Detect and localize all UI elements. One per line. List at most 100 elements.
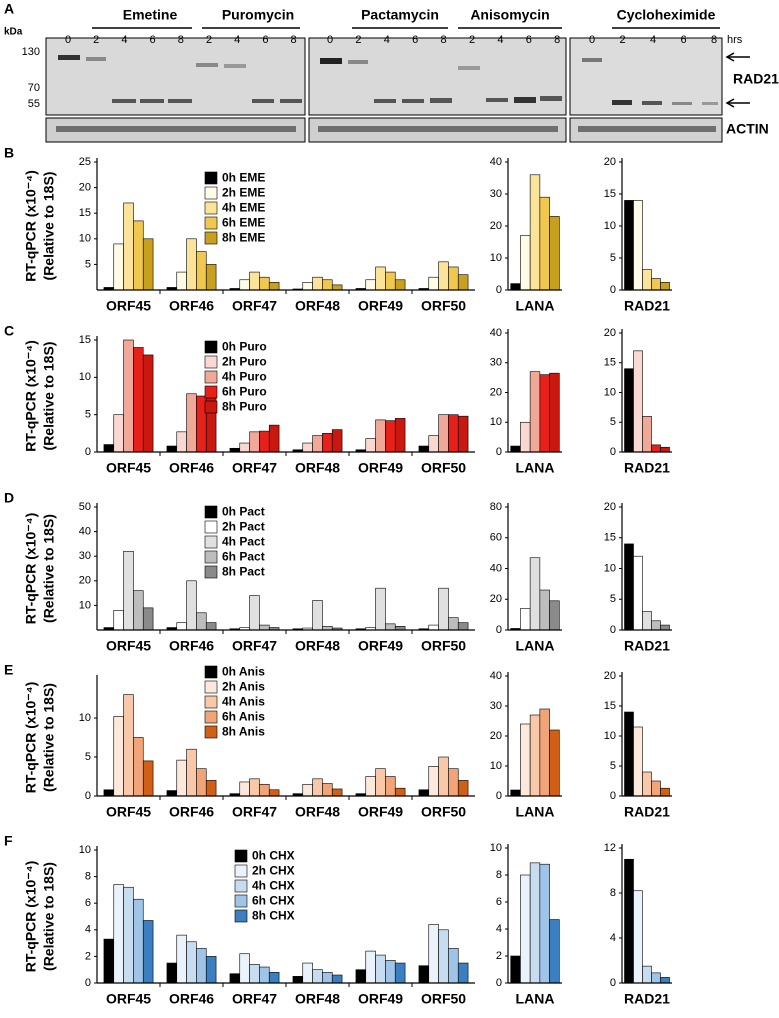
bar bbox=[302, 442, 313, 453]
lane-label: 8 bbox=[178, 34, 184, 46]
bar bbox=[428, 766, 439, 797]
y-tick-label: 50 bbox=[79, 501, 91, 513]
x-tick-label: ORF50 bbox=[421, 804, 466, 820]
bar bbox=[660, 787, 670, 797]
bar bbox=[549, 919, 560, 984]
bar bbox=[529, 714, 541, 797]
bar bbox=[549, 729, 560, 797]
bar bbox=[549, 600, 560, 631]
lane-label: 6 bbox=[526, 34, 532, 46]
legend-swatch bbox=[204, 340, 218, 354]
bar bbox=[268, 282, 280, 291]
x-tick-label: ORF50 bbox=[421, 991, 466, 1007]
y-tick-label: 10 bbox=[79, 844, 91, 856]
y-tick-label: 20 bbox=[490, 386, 502, 398]
y-tick-label: 5 bbox=[85, 751, 91, 763]
bar bbox=[249, 271, 260, 291]
x-tick-label: ORF49 bbox=[358, 298, 403, 314]
bar bbox=[331, 429, 343, 453]
bar bbox=[103, 789, 115, 797]
x-tick-label: ORF47 bbox=[232, 638, 277, 654]
bar bbox=[539, 708, 550, 797]
bar bbox=[448, 768, 459, 797]
lane-label: 6 bbox=[150, 34, 156, 46]
bar bbox=[438, 756, 449, 797]
bar bbox=[205, 780, 217, 797]
legend-label: 4h EME bbox=[222, 201, 265, 215]
legend-swatch bbox=[204, 505, 218, 519]
x-tick-label: ORF48 bbox=[295, 638, 340, 654]
y-tick-label: 20 bbox=[490, 730, 502, 742]
treatment-label: Puromycin bbox=[222, 7, 294, 23]
bar bbox=[322, 279, 333, 291]
bar bbox=[448, 266, 459, 291]
bar bbox=[196, 612, 207, 631]
y-axis-label: RT-qPCR (x10⁻⁴) bbox=[23, 170, 39, 282]
bar bbox=[365, 438, 376, 453]
lane-label: 2 bbox=[93, 34, 99, 46]
y-tick-label: 10 bbox=[79, 712, 91, 724]
y-tick-label: 25 bbox=[79, 156, 91, 168]
legend-label: 2h CHX bbox=[252, 864, 295, 878]
bar bbox=[331, 974, 343, 984]
x-tick-label: ORF50 bbox=[421, 638, 466, 654]
bar bbox=[322, 783, 333, 797]
legend-label: 4h Puro bbox=[222, 370, 267, 384]
legend-swatch bbox=[204, 186, 218, 200]
bar bbox=[123, 202, 134, 291]
y-tick-label: 0 bbox=[610, 977, 616, 989]
legend-label: 2h Anis bbox=[222, 680, 265, 694]
x-tick-label: ORF45 bbox=[106, 638, 151, 654]
legend-label: 0h Puro bbox=[222, 340, 267, 354]
panel-letter: B bbox=[4, 145, 14, 161]
y-tick-label: 6 bbox=[496, 896, 502, 908]
y-tick-label: 10 bbox=[604, 730, 616, 742]
bar bbox=[624, 711, 634, 797]
bar bbox=[239, 442, 250, 453]
blot-art bbox=[45, 27, 750, 143]
y-tick-label: 40 bbox=[490, 156, 502, 168]
y-tick-label: 30 bbox=[490, 700, 502, 712]
kda-label: kDa bbox=[4, 27, 23, 38]
x-tick-label: ORF47 bbox=[232, 991, 277, 1007]
bar bbox=[651, 620, 661, 631]
bar bbox=[239, 279, 250, 291]
y-axis-label: (Relative to 18S) bbox=[41, 514, 57, 623]
bar bbox=[312, 435, 323, 453]
x-tick-label: ORF49 bbox=[358, 991, 403, 1007]
y-tick-label: 4 bbox=[85, 924, 91, 936]
lane-label: 4 bbox=[384, 34, 390, 46]
x-tick-label: ORF45 bbox=[106, 991, 151, 1007]
bar bbox=[176, 431, 187, 453]
lane-label: 4 bbox=[234, 34, 240, 46]
bar bbox=[375, 954, 386, 984]
x-tick-label: RAD21 bbox=[624, 298, 670, 314]
bar bbox=[510, 445, 521, 453]
marker-label: 130 bbox=[22, 46, 40, 58]
lane-label: 6 bbox=[262, 34, 268, 46]
bar bbox=[375, 768, 386, 797]
y-axis-label: (Relative to 18S) bbox=[41, 862, 57, 971]
bar bbox=[418, 445, 430, 453]
y-axis-label: (Relative to 18S) bbox=[41, 172, 57, 281]
y-tick-label: 20 bbox=[604, 156, 616, 168]
legend-label: 0h Anis bbox=[222, 665, 265, 679]
y-tick-label: 0 bbox=[610, 284, 616, 296]
y-tick-label: 0 bbox=[610, 790, 616, 802]
bar bbox=[133, 347, 144, 453]
y-tick-label: 20 bbox=[604, 327, 616, 339]
bar bbox=[123, 694, 134, 797]
treatment-label: Anisomycin bbox=[470, 7, 549, 23]
bar bbox=[633, 200, 643, 291]
y-tick-label: 0 bbox=[85, 790, 91, 802]
y-axis-label: RT-qPCR (x10⁻⁴) bbox=[23, 682, 39, 794]
x-tick-label: ORF50 bbox=[421, 298, 466, 314]
y-tick-label: 20 bbox=[490, 593, 502, 605]
bar bbox=[529, 371, 541, 453]
lane-label: 8 bbox=[711, 34, 717, 46]
lane-label: 4 bbox=[650, 34, 656, 46]
bar bbox=[642, 415, 652, 453]
marker-label: 55 bbox=[28, 98, 40, 110]
bar bbox=[123, 886, 134, 984]
y-tick-label: 5 bbox=[610, 760, 616, 772]
